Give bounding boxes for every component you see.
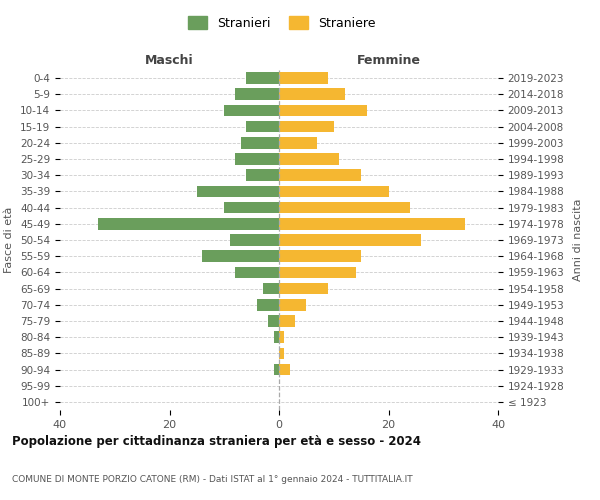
Y-axis label: Anni di nascita: Anni di nascita [573, 198, 583, 281]
Bar [279, 153, 339, 165]
Bar [279, 348, 284, 359]
Text: COMUNE DI MONTE PORZIO CATONE (RM) - Dati ISTAT al 1° gennaio 2024 - TUTTITALIA.: COMUNE DI MONTE PORZIO CATONE (RM) - Dat… [12, 475, 413, 484]
Bar [224, 202, 279, 213]
Bar [279, 266, 356, 278]
Bar [235, 88, 279, 100]
Bar [241, 137, 279, 148]
Bar [246, 121, 279, 132]
Bar [274, 364, 279, 376]
Bar [257, 299, 279, 310]
Bar [202, 250, 279, 262]
Y-axis label: Fasce di età: Fasce di età [4, 207, 14, 273]
Bar [268, 315, 279, 327]
Bar [279, 72, 328, 84]
Bar [197, 186, 279, 198]
Bar [235, 266, 279, 278]
Bar [279, 121, 334, 132]
Legend: Stranieri, Straniere: Stranieri, Straniere [184, 11, 380, 35]
Bar [263, 282, 279, 294]
Bar [279, 202, 410, 213]
Text: Popolazione per cittadinanza straniera per età e sesso - 2024: Popolazione per cittadinanza straniera p… [12, 435, 421, 448]
Bar [279, 137, 317, 148]
Bar [279, 88, 345, 100]
Bar [279, 315, 295, 327]
Text: Femmine: Femmine [356, 54, 421, 67]
Bar [279, 282, 328, 294]
Bar [274, 332, 279, 343]
Bar [279, 332, 284, 343]
Bar [279, 299, 307, 310]
Bar [98, 218, 279, 230]
Bar [279, 186, 389, 198]
Bar [279, 364, 290, 376]
Bar [235, 153, 279, 165]
Bar [246, 72, 279, 84]
Bar [230, 234, 279, 246]
Bar [279, 170, 361, 181]
Bar [246, 170, 279, 181]
Text: Maschi: Maschi [145, 54, 194, 67]
Bar [279, 250, 361, 262]
Bar [279, 218, 465, 230]
Bar [224, 104, 279, 117]
Bar [279, 104, 367, 117]
Bar [279, 234, 421, 246]
